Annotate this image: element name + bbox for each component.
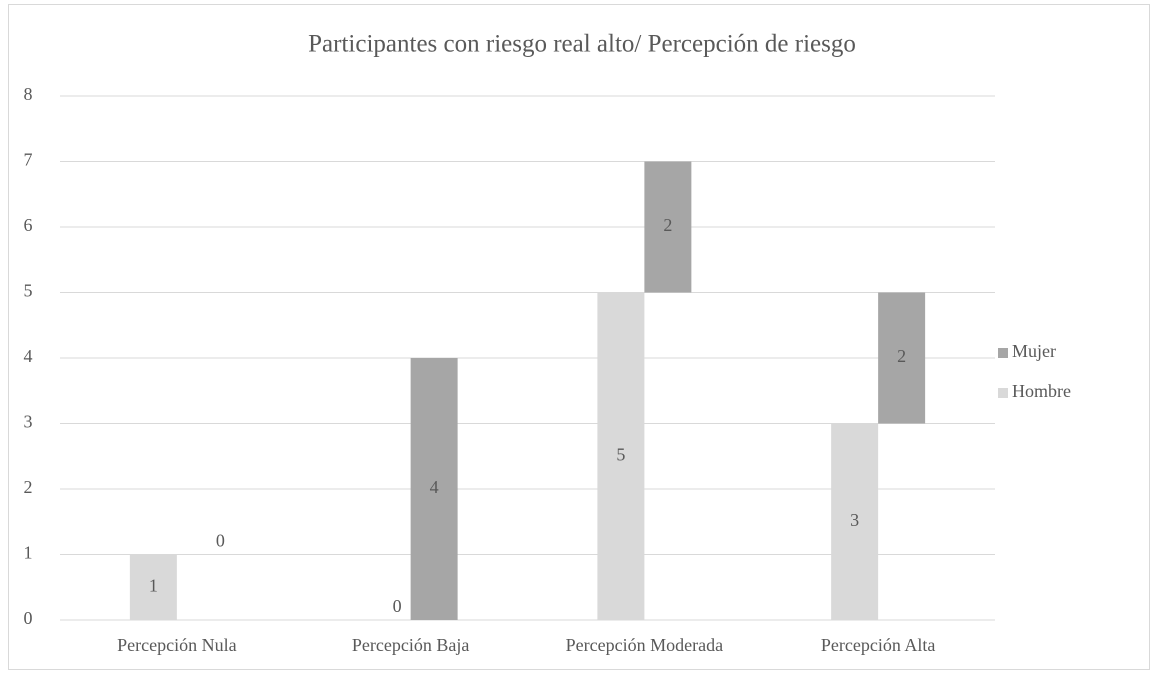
legend-swatch [998,388,1008,398]
data-label: 1 [149,575,158,595]
bar [597,292,645,620]
y-tick-label: 5 [24,281,33,301]
legend-label: Hombre [1012,381,1071,401]
x-tick-label: Percepción Baja [352,635,469,655]
y-tick-label: 3 [24,412,33,432]
bar [410,358,458,620]
bar [831,423,879,620]
y-tick-label: 1 [24,543,33,563]
data-label: 4 [430,477,439,497]
data-label: 3 [850,510,859,530]
chart-title: Participantes con riesgo real alto/ Perc… [308,31,856,58]
x-tick-label: Percepción Nula [117,635,236,655]
y-tick-label: 4 [24,346,33,366]
y-tick-label: 6 [24,215,33,235]
data-label: 5 [616,444,625,464]
y-tick-label: 2 [24,477,33,497]
x-tick-label: Percepción Moderada [566,635,723,655]
legend-label: Mujer [1012,341,1056,361]
data-label: 0 [216,531,225,551]
data-label: 2 [897,346,906,366]
y-tick-label: 8 [24,84,33,104]
y-tick-label: 7 [24,150,33,170]
bar [644,161,692,293]
y-tick-label: 0 [24,608,33,628]
data-label: 0 [393,596,402,616]
data-label: 2 [663,215,672,235]
bar [129,554,177,620]
x-tick-label: Percepción Alta [821,635,935,655]
legend-swatch [998,348,1008,358]
bar [878,292,926,424]
chart-border [8,4,1150,670]
